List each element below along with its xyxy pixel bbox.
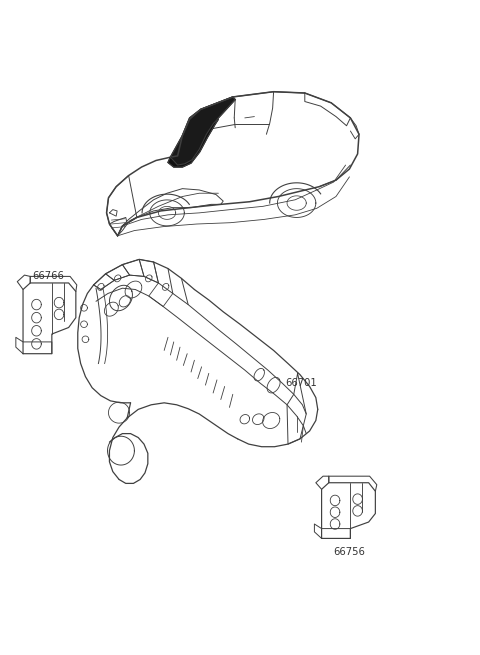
Text: 66766: 66766: [33, 271, 64, 282]
Polygon shape: [170, 97, 235, 165]
Text: 66701: 66701: [286, 378, 317, 388]
Polygon shape: [168, 119, 218, 167]
Text: 66756: 66756: [334, 546, 365, 557]
